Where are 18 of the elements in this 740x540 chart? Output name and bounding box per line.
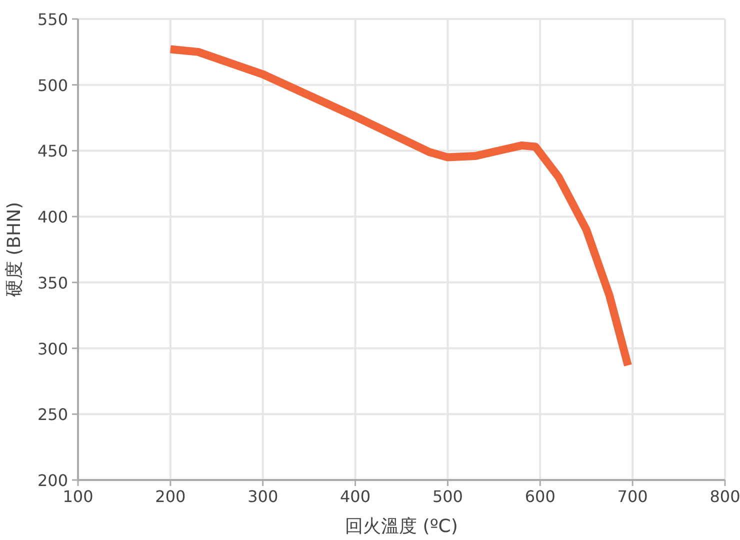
y-tick-label: 450 (37, 142, 68, 161)
x-tick-label: 500 (432, 487, 463, 506)
y-tick-label: 350 (37, 273, 68, 292)
y-tick-label: 550 (37, 10, 68, 29)
y-axis-title: 硬度 (BHN) (4, 202, 25, 298)
y-tick-label: 300 (37, 339, 68, 358)
x-tick-label: 600 (524, 487, 556, 506)
x-tick-label: 700 (617, 487, 648, 506)
x-tick-label: 400 (340, 487, 371, 506)
x-axis-title: 回火溫度 (ºC) (345, 516, 458, 537)
y-tick-label: 250 (37, 405, 68, 424)
x-tick-label: 800 (710, 487, 740, 506)
x-tick-label: 300 (248, 487, 278, 506)
x-tick-label: 100 (62, 487, 94, 506)
y-tick-label: 400 (37, 208, 68, 227)
x-tick-label: 200 (155, 487, 186, 506)
y-tick-label: 200 (37, 471, 68, 490)
y-tick-label: 500 (37, 76, 68, 95)
